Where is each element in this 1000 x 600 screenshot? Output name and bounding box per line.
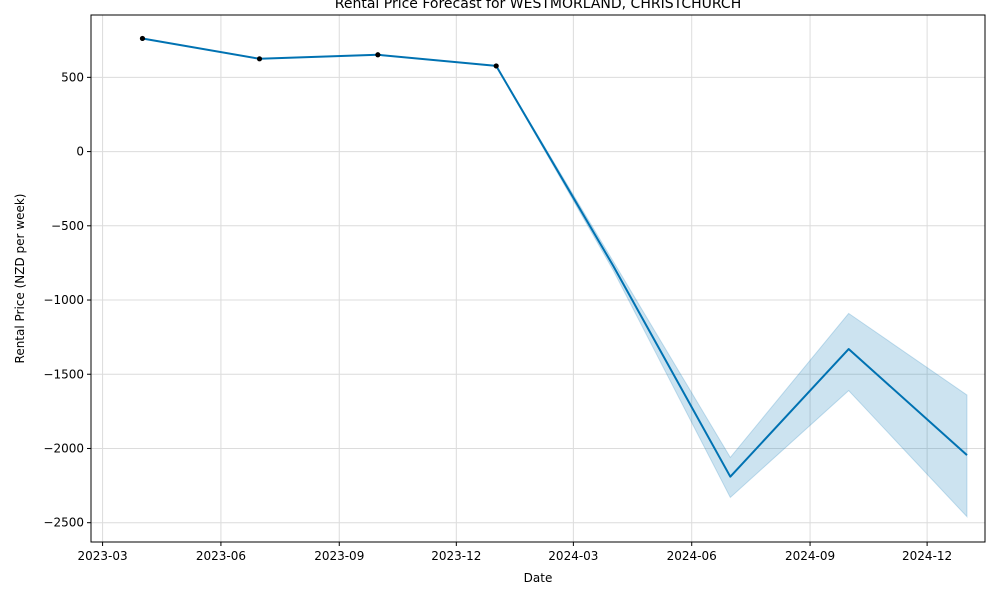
observed-point	[139, 35, 146, 42]
observed-point	[375, 52, 381, 58]
y-tick-label: −2000	[43, 441, 84, 455]
x-axis-ticks: 2023-03 2023-06 2023-09 2023-12 2024-03 2024-…	[78, 542, 952, 563]
chart-title: Rental Price Forecast for WESTMORLAND, C…	[335, 0, 741, 12]
y-tick-label: −1000	[43, 293, 84, 307]
x-tick-label: 2024-09	[785, 549, 835, 563]
x-tick-label: 2024-03	[548, 549, 598, 563]
y-axis-title: Rental Price (NZD per week)	[13, 194, 27, 364]
x-tick-label: 2024-12	[902, 549, 952, 563]
observed-point	[493, 63, 499, 69]
x-axis-title: Date	[524, 571, 553, 585]
y-tick-label: −1500	[43, 367, 84, 381]
observed-points-layer	[139, 35, 499, 69]
x-tick-label: 2023-03	[78, 549, 128, 563]
observed-point	[256, 56, 263, 62]
y-axis-ticks: 500 0 −500 −1000 −1500 −2000 −2500	[43, 70, 91, 530]
x-tick-label: 2024-06	[667, 549, 717, 563]
x-tick-label: 2023-06	[196, 549, 246, 563]
x-tick-label: 2023-09	[314, 549, 364, 563]
forecast-line	[142, 37, 968, 478]
plot-area-frame	[90, 14, 986, 543]
y-tick-label: 500	[61, 70, 84, 84]
x-tick-label: 2023-12	[431, 549, 481, 563]
y-tick-label: 0	[76, 145, 84, 159]
forecast-line-layer	[142, 37, 968, 478]
grid-lines	[91, 15, 985, 542]
y-tick-label: −2500	[43, 516, 84, 530]
y-tick-label: −500	[51, 219, 84, 233]
